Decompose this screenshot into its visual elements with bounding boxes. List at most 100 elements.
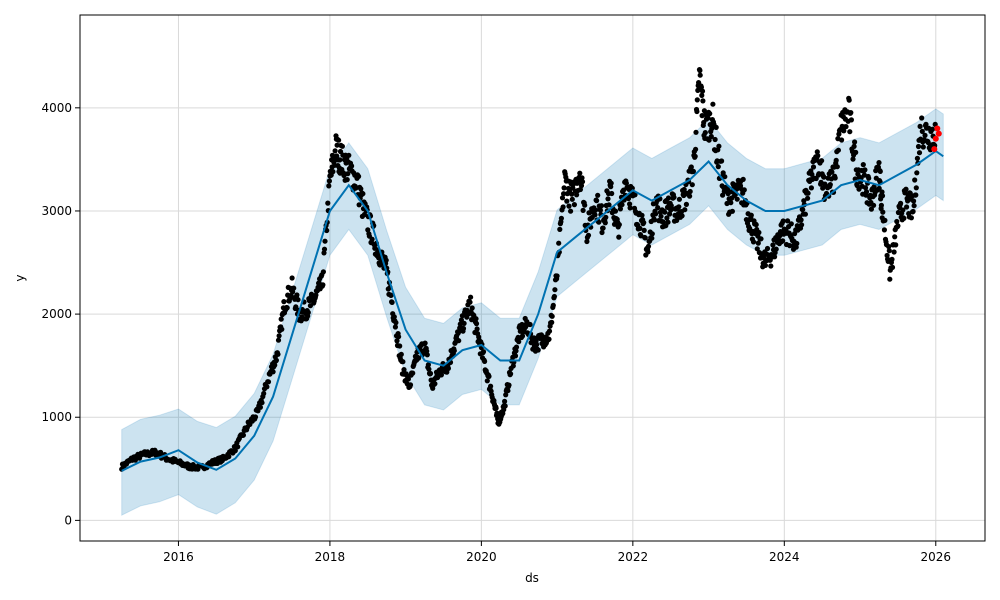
observed-point — [871, 184, 877, 190]
observed-point — [552, 287, 558, 293]
observed-point — [468, 294, 474, 300]
observed-point — [919, 128, 925, 134]
observed-point — [546, 328, 553, 334]
observed-point — [642, 235, 648, 241]
observed-point — [719, 158, 725, 164]
observed-point — [809, 171, 815, 177]
observed-point — [325, 200, 331, 206]
observed-point — [336, 137, 342, 143]
observed-point — [881, 227, 888, 233]
observed-point — [892, 234, 898, 240]
observed-point — [681, 186, 687, 193]
observed-point — [866, 175, 872, 181]
observed-point — [805, 190, 811, 196]
observed-point — [365, 227, 371, 233]
observed-point — [550, 302, 556, 308]
observed-point — [773, 246, 779, 252]
observed-point — [427, 370, 434, 377]
y-tick-label: 3000 — [41, 204, 72, 218]
observed-point — [473, 316, 479, 322]
observed-point — [913, 192, 919, 198]
observed-point — [561, 191, 567, 197]
observed-point — [582, 202, 588, 208]
observed-point — [908, 215, 915, 221]
observed-point — [682, 207, 688, 213]
observed-point — [422, 340, 428, 346]
observed-point — [923, 121, 929, 127]
highlight-point — [935, 130, 942, 137]
observed-point — [569, 196, 575, 202]
observed-point — [649, 231, 655, 237]
observed-point — [568, 208, 574, 214]
observed-point — [349, 163, 355, 169]
observed-point — [609, 190, 615, 197]
observed-point — [158, 449, 164, 455]
observed-point — [275, 351, 281, 357]
observed-point — [579, 175, 585, 181]
observed-point — [272, 362, 278, 368]
observed-point — [326, 178, 332, 184]
observed-point — [667, 211, 673, 217]
observed-point — [512, 353, 519, 359]
observed-point — [699, 92, 705, 98]
observed-point — [569, 191, 575, 197]
observed-point — [275, 337, 282, 343]
observed-point — [662, 209, 668, 215]
observed-point — [780, 218, 786, 224]
observed-point — [313, 292, 319, 298]
observed-point — [473, 321, 480, 327]
observed-point — [564, 198, 570, 204]
observed-point — [278, 316, 284, 322]
y-tick-label: 2000 — [41, 307, 72, 321]
observed-point — [707, 111, 713, 117]
observed-point — [653, 211, 659, 217]
observed-point — [563, 174, 569, 180]
observed-point — [396, 334, 402, 340]
observed-point — [688, 164, 694, 170]
observed-point — [513, 344, 520, 350]
observed-point — [320, 269, 326, 275]
observed-point — [605, 196, 611, 202]
observed-point — [432, 381, 438, 387]
observed-point — [392, 324, 398, 330]
observed-point — [356, 173, 362, 179]
highlight-point — [931, 146, 938, 153]
observed-point — [728, 200, 734, 206]
observed-point — [549, 319, 555, 325]
observed-point — [819, 158, 825, 164]
observed-point — [794, 240, 800, 247]
observed-point — [577, 170, 583, 176]
observed-point — [592, 212, 598, 218]
observed-point — [546, 336, 552, 342]
observed-point — [506, 382, 512, 388]
observed-point — [820, 185, 826, 191]
observed-point — [445, 365, 451, 371]
observed-point — [848, 117, 855, 123]
observed-point — [697, 67, 703, 74]
observed-point — [862, 167, 868, 173]
highlight-points — [931, 125, 942, 153]
observed-point — [401, 367, 407, 373]
observed-point — [430, 385, 436, 391]
observed-point — [898, 200, 904, 206]
observed-point — [360, 191, 366, 197]
observed-point — [798, 217, 804, 223]
observed-point — [405, 376, 411, 382]
observed-point — [827, 182, 833, 188]
observed-point — [882, 217, 888, 223]
observed-point — [821, 174, 827, 180]
observed-point — [753, 222, 759, 228]
observed-point — [697, 72, 703, 78]
highlight-point — [932, 135, 939, 142]
observed-point — [554, 273, 560, 279]
observed-point — [814, 149, 820, 155]
observed-point — [895, 223, 901, 229]
observed-point — [252, 414, 259, 420]
observed-point — [810, 164, 817, 170]
x-tick-label: 2016 — [163, 550, 194, 564]
x-tick-label: 2022 — [618, 550, 649, 564]
observed-point — [676, 196, 683, 202]
observed-point — [669, 206, 675, 212]
observed-point — [694, 97, 700, 103]
y-tick-label: 4000 — [41, 101, 72, 115]
